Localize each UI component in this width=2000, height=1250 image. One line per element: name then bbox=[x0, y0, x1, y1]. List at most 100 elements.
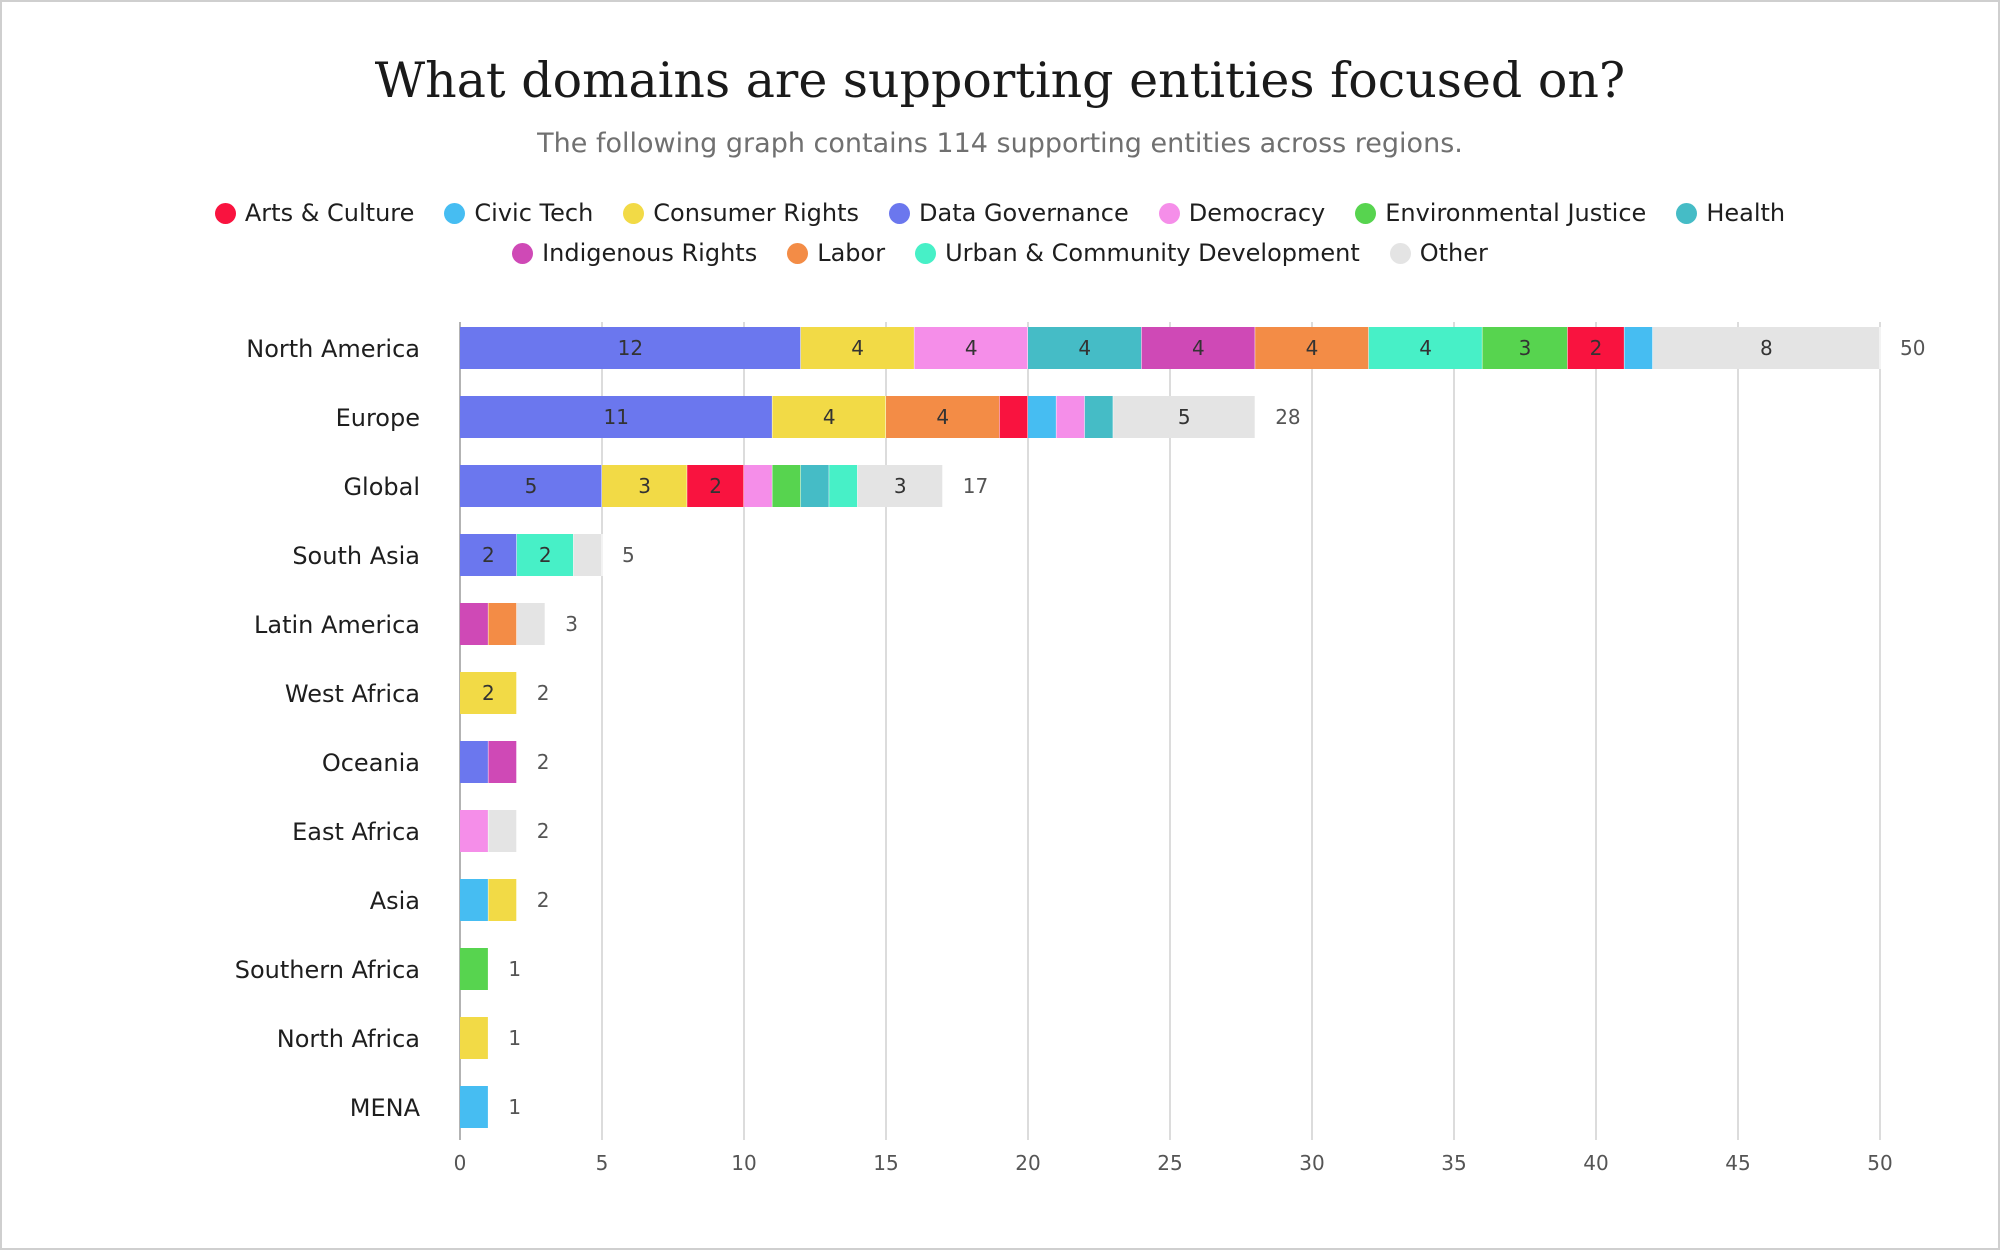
bar-total-label: 2 bbox=[537, 888, 550, 912]
legend-swatch-icon bbox=[214, 202, 236, 224]
legend-label: Consumer Rights bbox=[653, 199, 860, 227]
chart-legend: Arts & Culture Civic Tech Consumer Rights D… bbox=[80, 198, 1920, 268]
bar-segment-labor bbox=[1255, 327, 1369, 369]
bar-total-label: 2 bbox=[537, 681, 550, 705]
bar-segment-health bbox=[1028, 327, 1142, 369]
segment-value-label: 4 bbox=[936, 405, 949, 429]
bar-segment-environmental-justice bbox=[772, 465, 801, 507]
segment-value-label: 4 bbox=[965, 336, 978, 360]
x-tick-label: 45 bbox=[1725, 1151, 1750, 1175]
bar-segment-arts-and-culture bbox=[1567, 327, 1625, 369]
legend-label: Health bbox=[1706, 199, 1786, 227]
legend-item-data-governance[interactable]: Data Governance bbox=[889, 198, 1129, 228]
bar-segment-civic-tech bbox=[1624, 327, 1653, 369]
legend-swatch-icon bbox=[444, 202, 466, 224]
bar-segment-health bbox=[800, 465, 830, 507]
category-label: East Africa bbox=[292, 818, 420, 846]
bar-segment-consumer-rights bbox=[460, 672, 517, 714]
bar-segment-indigenous-rights bbox=[460, 603, 489, 645]
segment-value-label: 5 bbox=[525, 474, 538, 498]
bar-segment-other bbox=[1113, 396, 1256, 438]
bar-total-label: 2 bbox=[537, 819, 550, 843]
x-tick-label: 35 bbox=[1441, 1151, 1466, 1175]
bar-segment-consumer-rights bbox=[460, 1017, 489, 1059]
legend-label: Other bbox=[1419, 239, 1488, 267]
legend-swatch-icon bbox=[1158, 202, 1180, 224]
bar-segment-urban-and-community-development bbox=[1368, 327, 1483, 369]
bar-segment-consumer-rights bbox=[800, 327, 915, 369]
segment-value-label: 3 bbox=[894, 474, 907, 498]
legend-label: Data Governance bbox=[919, 199, 1129, 227]
segment-value-label: 3 bbox=[1519, 336, 1532, 360]
segment-value-label: 4 bbox=[1419, 336, 1432, 360]
legend-label: Indigenous Rights bbox=[542, 239, 758, 267]
legend-label: Civic Tech bbox=[474, 199, 594, 227]
legend-item-civic-tech[interactable]: Civic Tech bbox=[444, 198, 593, 228]
segment-value-label: 4 bbox=[851, 336, 864, 360]
segment-value-label: 5 bbox=[1178, 405, 1191, 429]
bar-segment-democracy bbox=[744, 465, 773, 507]
segment-value-label: 4 bbox=[1306, 336, 1319, 360]
x-tick-label: 40 bbox=[1583, 1151, 1608, 1175]
x-tick-label: 20 bbox=[1015, 1151, 1040, 1175]
legend-item-democracy[interactable]: Democracy bbox=[1158, 198, 1325, 228]
bar-total-label: 17 bbox=[963, 474, 988, 498]
x-tick-label: 10 bbox=[731, 1151, 756, 1175]
bar-segment-consumer-rights bbox=[602, 465, 688, 507]
segment-value-label: 11 bbox=[603, 405, 628, 429]
bar-segment-environmental-justice bbox=[1482, 327, 1568, 369]
segment-value-label: 4 bbox=[823, 405, 836, 429]
segment-value-label: 3 bbox=[638, 474, 651, 498]
bar-total-label: 1 bbox=[508, 1026, 521, 1050]
segment-value-label: 2 bbox=[1590, 336, 1603, 360]
bar-segment-consumer-rights bbox=[488, 879, 517, 921]
legend-item-labor[interactable]: Labor bbox=[787, 238, 885, 268]
bar-segment-civic-tech bbox=[460, 879, 489, 921]
legend-swatch-icon bbox=[787, 242, 809, 264]
bar-segment-urban-and-community-development bbox=[829, 465, 858, 507]
segment-value-label: 4 bbox=[1078, 336, 1091, 360]
legend-label: Arts & Culture bbox=[244, 199, 415, 227]
bar-segment-environmental-justice bbox=[460, 948, 489, 990]
legend-swatch-icon bbox=[889, 202, 911, 224]
legend-item-health[interactable]: Health bbox=[1676, 198, 1785, 228]
bar-segment-civic-tech bbox=[460, 1086, 489, 1128]
chart-subtitle: The following graph contains 114 support… bbox=[537, 128, 1463, 159]
category-label: MENA bbox=[350, 1094, 421, 1122]
legend-label: Urban & Community Development bbox=[945, 239, 1360, 267]
legend-label: Environmental Justice bbox=[1385, 199, 1647, 227]
category-label: Europe bbox=[336, 404, 420, 432]
bar-segment-data-governance bbox=[460, 396, 773, 438]
legend-item-urban-and-community-development[interactable]: Urban & Community Development bbox=[915, 238, 1360, 268]
segment-value-label: 2 bbox=[709, 474, 722, 498]
bar-segment-health bbox=[1084, 396, 1114, 438]
bar-segment-other bbox=[488, 810, 517, 852]
bar-segment-democracy bbox=[460, 810, 489, 852]
bar-segment-democracy bbox=[1056, 396, 1085, 438]
legend-item-other[interactable]: Other bbox=[1389, 238, 1488, 268]
bar-total-label: 1 bbox=[508, 957, 521, 981]
bar-segment-democracy bbox=[914, 327, 1028, 369]
legend-item-environmental-justice[interactable]: Environmental Justice bbox=[1355, 198, 1646, 228]
legend-item-indigenous-rights[interactable]: Indigenous Rights bbox=[512, 238, 757, 268]
bar-segment-other bbox=[1652, 327, 1880, 369]
segment-value-label: 2 bbox=[482, 681, 495, 705]
bar-segment-consumer-rights bbox=[772, 396, 886, 438]
legend-item-arts-and-culture[interactable]: Arts & Culture bbox=[214, 198, 415, 228]
legend-item-consumer-rights[interactable]: Consumer Rights bbox=[623, 198, 859, 228]
category-label: Oceania bbox=[322, 749, 420, 777]
category-label: North Africa bbox=[277, 1025, 420, 1053]
segment-value-label: 12 bbox=[618, 336, 643, 360]
category-label: North America bbox=[246, 335, 420, 363]
bar-segment-data-governance bbox=[460, 327, 801, 369]
bar-segment-indigenous-rights bbox=[488, 741, 517, 783]
bar-segment-data-governance bbox=[460, 534, 517, 576]
legend-swatch-icon bbox=[915, 242, 937, 264]
bar-segment-arts-and-culture bbox=[999, 396, 1028, 438]
legend-swatch-icon bbox=[1355, 202, 1377, 224]
category-label: West Africa bbox=[285, 680, 420, 708]
bar-total-label: 3 bbox=[565, 612, 578, 636]
bar-segment-data-governance bbox=[460, 465, 602, 507]
